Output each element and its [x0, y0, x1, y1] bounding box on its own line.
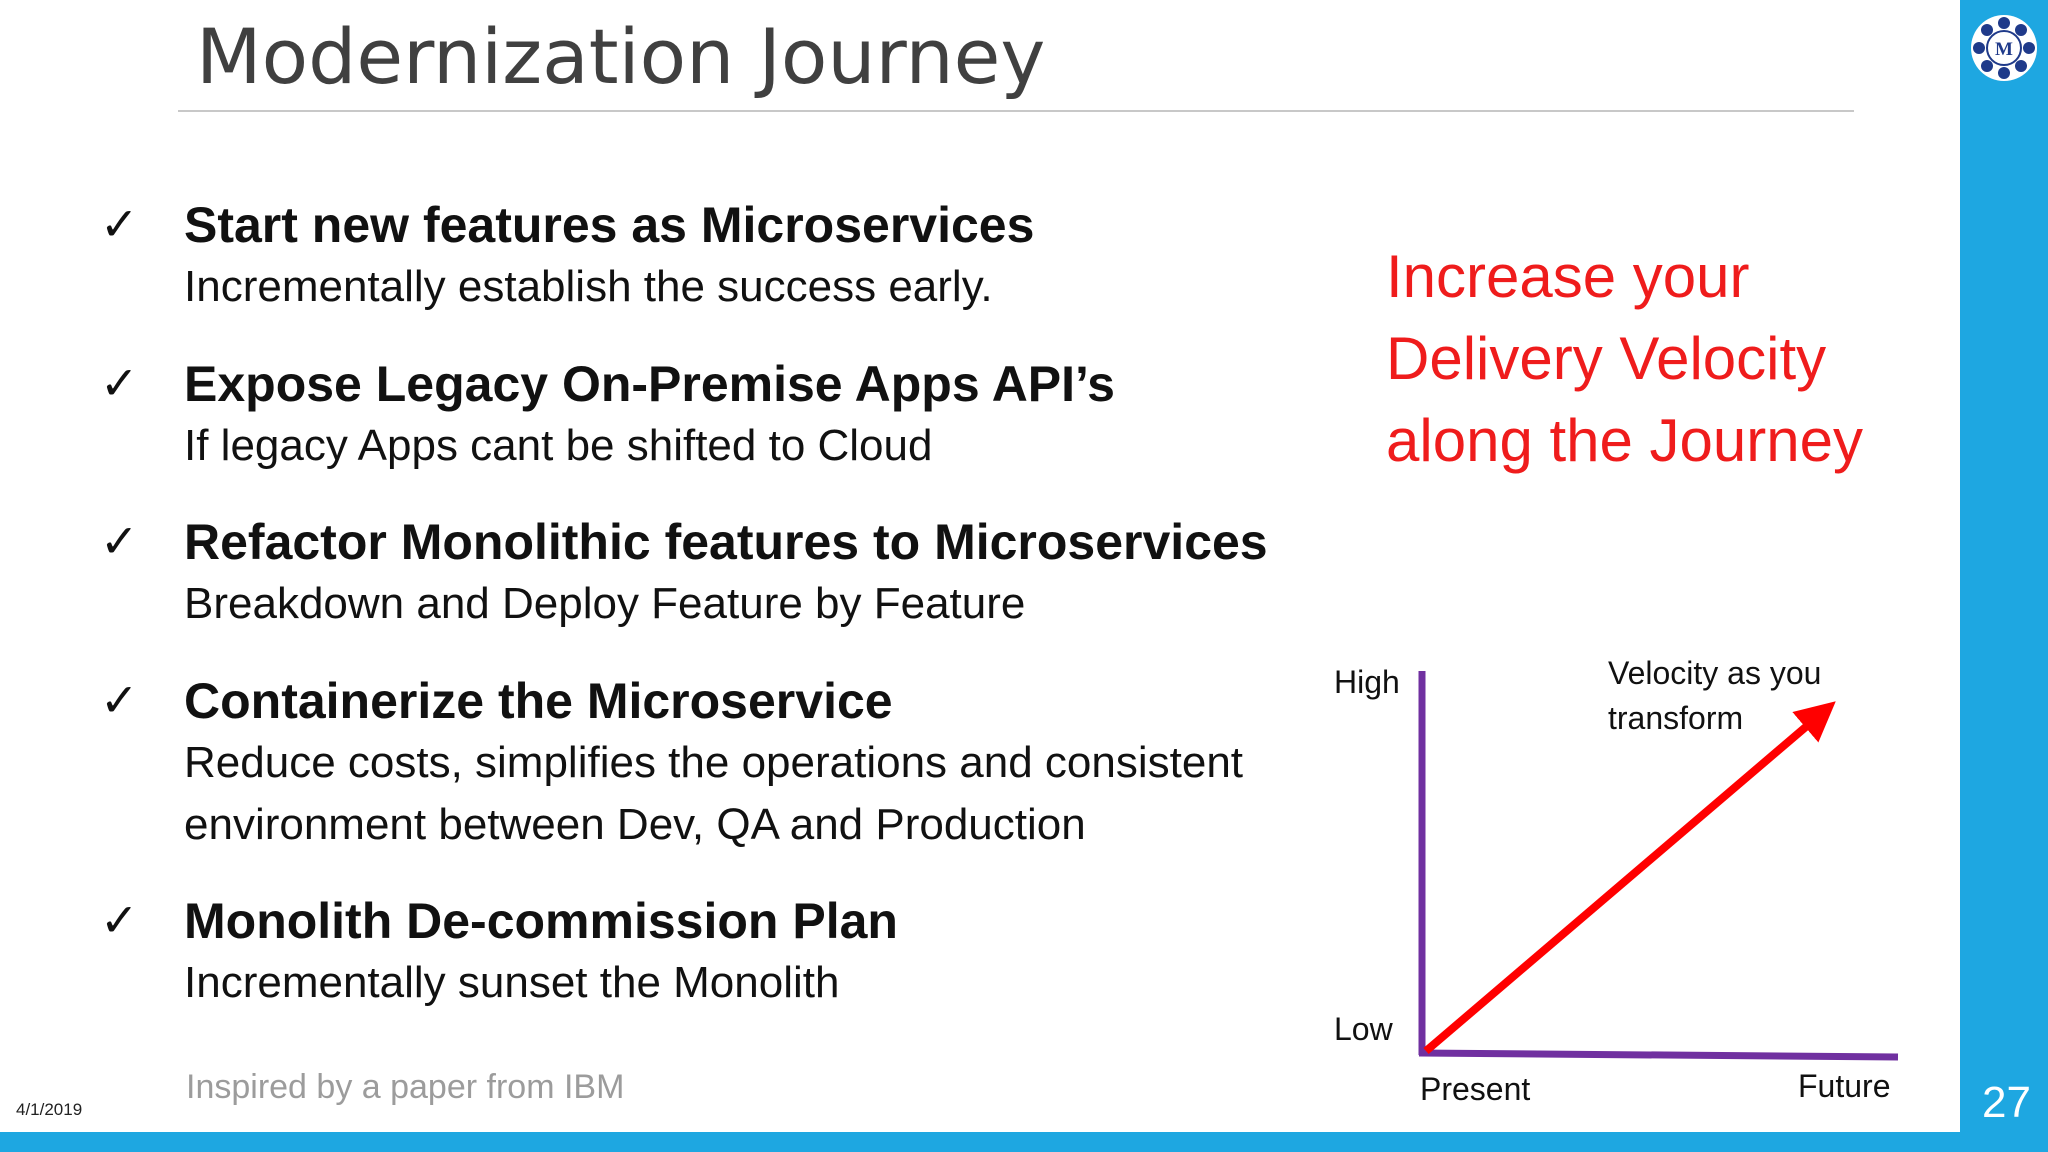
bullet-heading: Start new features as Microservices [184, 197, 1035, 253]
bullet-heading: Containerize the Microservice [184, 673, 893, 729]
checkmark-icon: ✓ [100, 356, 139, 410]
x-axis-start-label: Present [1420, 1071, 1530, 1107]
checkmark-icon: ✓ [100, 197, 139, 251]
bullet-heading: Refactor Monolithic features to Microser… [184, 514, 1268, 570]
chart-annotation-line: transform [1608, 700, 1743, 736]
chart-annotation-line: Velocity as you [1608, 655, 1821, 691]
callout-line: Increase your [1386, 243, 1750, 310]
company-logo-icon: M [1971, 15, 2037, 81]
bullet-detail: Incrementally sunset the Monolith [184, 958, 840, 1007]
callout-line: Delivery Velocity [1386, 325, 1827, 392]
bullet-heading: Expose Legacy On-Premise Apps API’s [184, 356, 1115, 412]
title-divider [178, 110, 1854, 112]
bullet-detail: Breakdown and Deploy Feature by Feature [184, 579, 1026, 628]
callout-text: Increase your Delivery Velocity along th… [1386, 236, 1863, 482]
velocity-chart: High Low Present Future Velocity as you … [1334, 655, 1899, 1107]
callout-line: along the Journey [1386, 407, 1864, 474]
logo-letter: M [1995, 39, 2013, 60]
bullet-heading: Monolith De-commission Plan [184, 893, 898, 949]
slide-date: 4/1/2019 [16, 1100, 83, 1119]
bottom-accent-band [0, 1132, 2048, 1152]
velocity-arrow-line [1423, 701, 1836, 1055]
y-axis-high-label: High [1334, 664, 1400, 700]
bullet-detail: environment between Dev, QA and Producti… [184, 800, 1086, 849]
footnote: Inspired by a paper from IBM [186, 1068, 625, 1106]
checkmark-icon: ✓ [100, 893, 139, 947]
x-axis-end-label: Future [1798, 1068, 1890, 1104]
checkmark-icon: ✓ [100, 514, 139, 568]
bullet-detail: Reduce costs, simplifies the operations … [184, 738, 1244, 787]
bullet-detail: If legacy Apps cant be shifted to Cloud [184, 421, 933, 470]
y-axis-low-label: Low [1334, 1011, 1394, 1047]
bullet-detail: Incrementally establish the success earl… [184, 262, 993, 311]
x-axis [1418, 1049, 1899, 1061]
page-number: 27 [1982, 1078, 2031, 1127]
checkmark-icon: ✓ [100, 673, 139, 727]
right-accent-band [1960, 0, 2048, 1152]
slide-title: Modernization Journey [196, 12, 1046, 101]
